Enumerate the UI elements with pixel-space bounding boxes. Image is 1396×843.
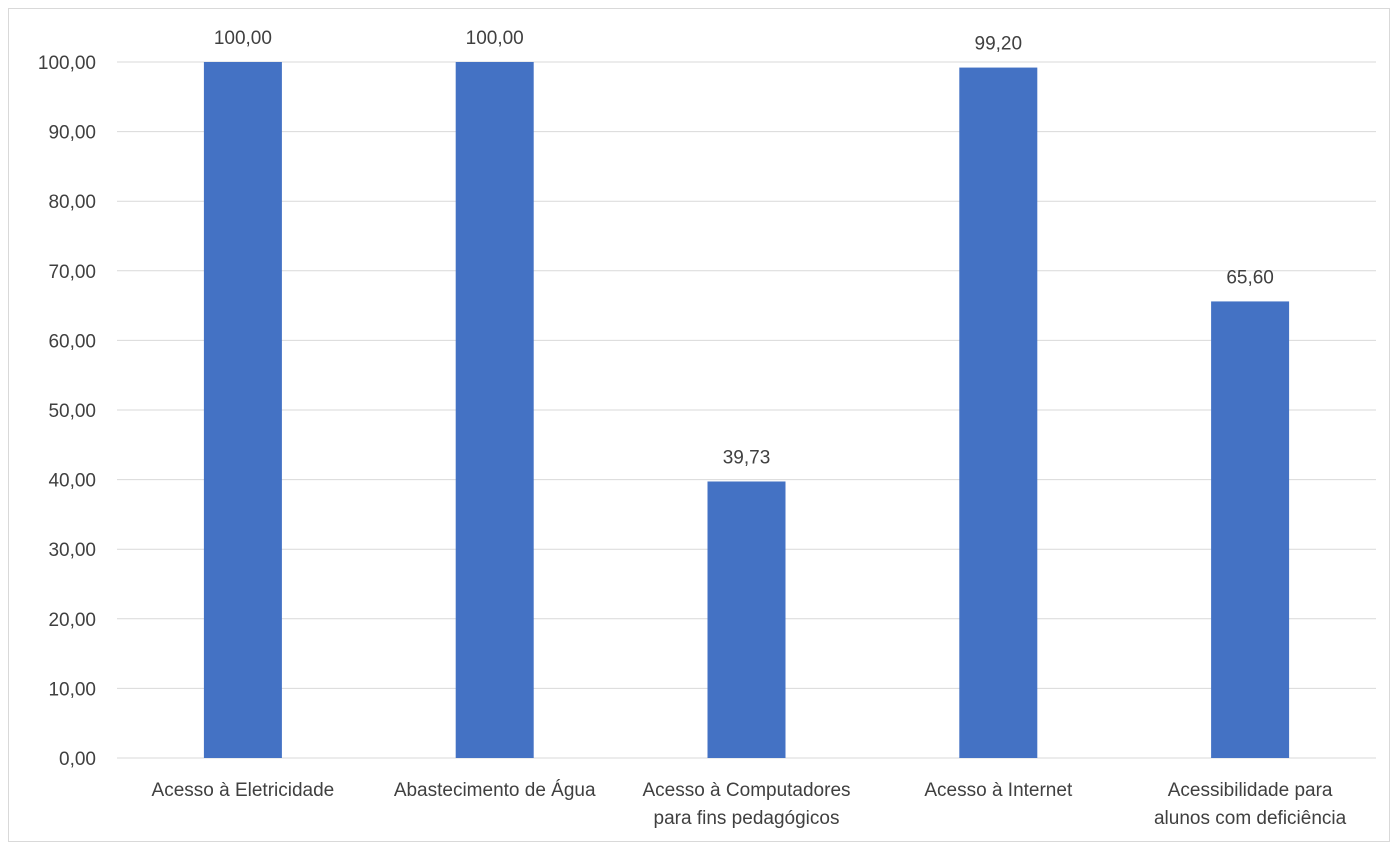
data-label: 100,00 [466, 28, 524, 49]
y-tick-label: 100,00 [38, 53, 96, 74]
x-category-label: alunos com deficiência [1154, 808, 1347, 829]
x-category-label: Acessibilidade para [1168, 780, 1333, 801]
y-axis-tick-labels: 0,00 10,00 20,00 30,00 40,00 50,00 60,00 70,00 8… [38, 53, 96, 770]
data-label: 65,60 [1226, 267, 1274, 288]
y-tick-label: 90,00 [48, 123, 96, 144]
bar [1211, 301, 1290, 758]
data-labels: 100,00 100,00 39,73 99,20 65,60 [214, 28, 1274, 468]
y-tick-label: 80,00 [48, 192, 96, 213]
y-tick-label: 60,00 [48, 331, 96, 352]
bar [959, 67, 1038, 759]
y-tick-label: 0,00 [59, 749, 96, 770]
y-tick-label: 20,00 [48, 610, 96, 631]
data-label: 39,73 [723, 447, 771, 468]
y-tick-label: 30,00 [48, 540, 96, 561]
gridlines [117, 61, 1376, 759]
y-tick-label: 50,00 [48, 401, 96, 422]
x-axis-category-labels: Acesso à Eletricidade Abastecimento de Ág… [152, 780, 1347, 829]
x-category-label: para fins pedagógicos [654, 808, 840, 829]
bar [707, 481, 786, 758]
y-tick-label: 10,00 [48, 679, 96, 700]
bars [203, 62, 1290, 759]
y-tick-label: 40,00 [48, 471, 96, 492]
y-tick-label: 70,00 [48, 262, 96, 283]
data-label: 100,00 [214, 28, 272, 49]
x-category-label: Acesso à Computadores [642, 780, 850, 801]
bar [203, 62, 282, 758]
x-category-label: Acesso à Internet [924, 780, 1073, 801]
x-category-label: Acesso à Eletricidade [152, 780, 335, 801]
bar [455, 62, 534, 758]
data-label: 99,20 [975, 34, 1023, 55]
x-category-label: Abastecimento de Água [394, 780, 596, 801]
